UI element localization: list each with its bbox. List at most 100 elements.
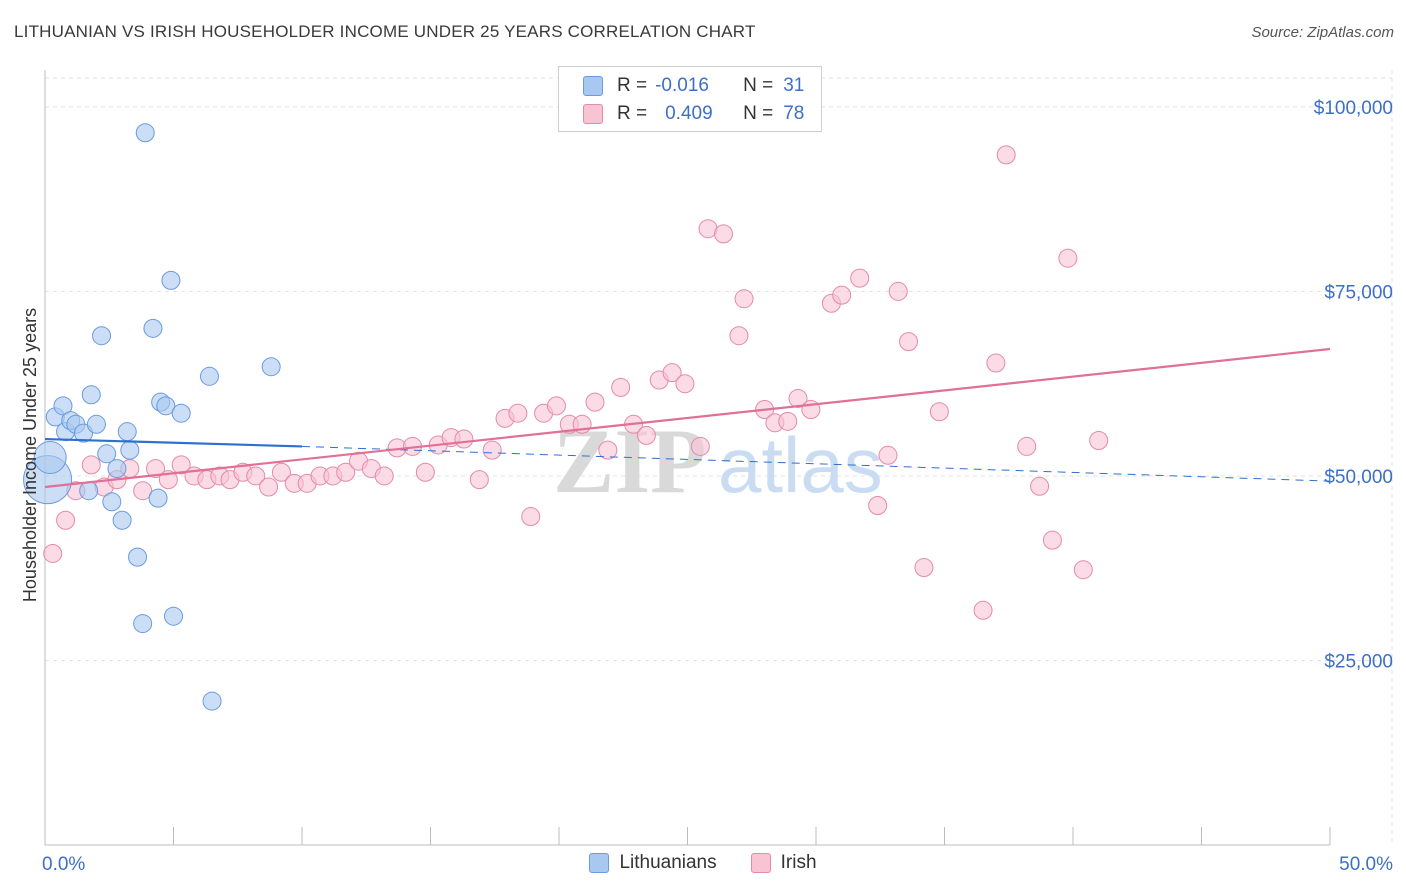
data-point-lithuanians [156, 396, 176, 416]
data-point-irish [1017, 436, 1037, 456]
data-point-lithuanians [135, 123, 155, 143]
data-point-irish [778, 411, 798, 431]
data-point-irish [43, 543, 63, 563]
legend-r-label: R = [617, 75, 648, 96]
legend-row-lithuanians: R = -0.016 N = 31 [583, 73, 804, 99]
data-point-irish [986, 353, 1006, 373]
data-point-irish [611, 377, 631, 397]
data-point-irish [868, 495, 888, 515]
data-point-irish [1089, 431, 1109, 451]
data-point-irish [675, 374, 695, 394]
data-point-lithuanians [133, 614, 153, 634]
data-point-irish [690, 436, 710, 456]
trend-line-dashed-lithuanians [301, 445, 1331, 482]
x-tick-label: 0.0% [42, 854, 85, 875]
data-point-lithuanians [120, 440, 140, 460]
data-point-lithuanians [261, 357, 281, 377]
data-point-irish [1073, 560, 1093, 580]
data-point-irish [482, 440, 502, 460]
data-point-irish [729, 326, 749, 346]
data-point-irish [734, 289, 754, 309]
data-point-lithuanians [79, 481, 99, 501]
data-point-lithuanians [143, 318, 163, 338]
series-legend-irish[interactable]: Irish [750, 852, 817, 874]
y-tick-label: $75,000 [1324, 282, 1393, 303]
data-point-irish [899, 332, 919, 352]
data-point-lithuanians [86, 414, 106, 434]
data-point-irish [929, 402, 949, 422]
data-point-irish [1042, 530, 1062, 550]
data-point-irish [973, 600, 993, 620]
data-point-irish [259, 477, 279, 497]
data-points [23, 123, 1109, 711]
series-legend-lithuanians[interactable]: Lithuanians [589, 852, 717, 874]
data-point-irish [598, 440, 618, 460]
trend-line-lithuanians [44, 437, 303, 448]
data-point-lithuanians [81, 385, 101, 405]
legend-r-value-lithuanians: -0.016 [655, 75, 709, 96]
y-tick-label: $100,000 [1314, 98, 1393, 119]
trend-line-irish [44, 347, 1331, 489]
legend-n-value-irish: 78 [783, 103, 805, 124]
data-point-lithuanians [164, 606, 183, 626]
data-point-lithuanians [97, 444, 117, 464]
data-point-lithuanians [171, 403, 191, 423]
data-point-irish [508, 403, 528, 423]
data-point-lithuanians [102, 492, 122, 512]
data-point-lithuanians [148, 488, 168, 508]
data-point-irish [546, 396, 566, 416]
gridlines [45, 70, 1393, 845]
data-point-irish [415, 462, 435, 482]
watermark-atlas: atlas [718, 421, 883, 509]
data-point-irish [133, 481, 153, 501]
data-point-irish [171, 455, 191, 475]
legend-swatch-lithuanians [583, 76, 603, 96]
correlation-legend: R = -0.016 N = 31 R = 0.409 N = 78 [558, 66, 822, 132]
data-point-irish [146, 459, 166, 479]
data-point-irish [832, 285, 852, 305]
data-point-lithuanians [202, 691, 222, 711]
data-point-irish [585, 392, 605, 412]
axis-labels: $25,000 $50,000 $75,000 $100,000 0.0% 50.0% Ho… [20, 98, 1393, 875]
data-point-irish [521, 507, 541, 527]
data-point-lithuanians [107, 459, 127, 479]
legend-r-value-irish: 0.409 [665, 103, 713, 124]
data-point-irish [1030, 476, 1050, 496]
data-point-irish [914, 557, 934, 577]
y-axis-title: Householder Income Under 25 years [20, 308, 40, 602]
data-point-irish [1058, 248, 1078, 268]
data-point-irish [246, 466, 266, 486]
data-point-irish [271, 462, 291, 482]
legend-row-irish: R = 0.409 N = 78 [583, 101, 804, 127]
data-point-irish [713, 224, 733, 244]
y-tick-label: $50,000 [1324, 467, 1393, 488]
data-point-lithuanians [33, 441, 67, 474]
data-point-lithuanians [161, 270, 181, 290]
legend-n-value-lithuanians: 31 [783, 75, 805, 96]
data-point-irish [996, 145, 1016, 165]
data-point-lithuanians [112, 510, 132, 530]
legend-n-label: N = [743, 75, 774, 96]
data-point-irish [888, 281, 908, 301]
data-point-irish [662, 363, 682, 383]
series-swatch-lithuanians [589, 853, 610, 873]
data-point-irish [454, 429, 474, 449]
series-label-lithuanians: Lithuanians [619, 852, 717, 873]
data-point-irish [374, 466, 394, 486]
data-point-irish [56, 510, 76, 530]
data-point-irish [788, 388, 808, 408]
legend-r-label: R = [617, 103, 648, 124]
data-point-irish [850, 268, 870, 288]
data-point-irish [336, 462, 356, 482]
data-point-irish [469, 470, 489, 490]
source-label: Source: ZipAtlas.com [1251, 24, 1394, 41]
x-tick-label: 50.0% [1339, 854, 1393, 875]
watermark: ZIP atlas [553, 410, 883, 512]
data-point-lithuanians [117, 422, 137, 442]
data-point-lithuanians [128, 547, 148, 567]
data-point-irish [878, 445, 898, 465]
y-tick-label: $25,000 [1324, 651, 1393, 672]
data-point-lithuanians [53, 396, 73, 416]
trend-lines [44, 347, 1331, 489]
